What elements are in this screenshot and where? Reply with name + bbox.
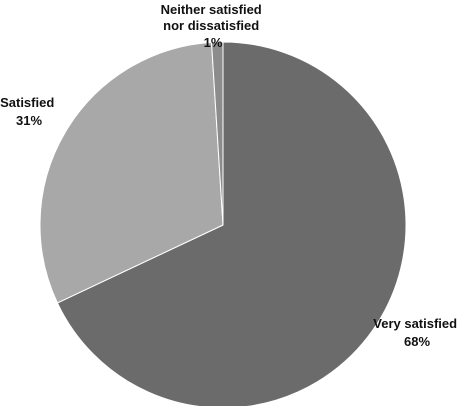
label-neither: Neither satisfied nor dissatisfied 1% xyxy=(161,2,266,50)
pie-slice-satisfied xyxy=(39,41,224,304)
label-neither-line1: Neither satisfied xyxy=(161,2,262,17)
label-neither-line2: nor dissatisfied xyxy=(163,18,259,33)
label-very-satisfied: Very satisfied 68% xyxy=(373,316,460,349)
label-neither-percent: 1% xyxy=(204,35,223,50)
label-very-satisfied-percent: 68% xyxy=(404,334,430,349)
label-satisfied-percent: 31% xyxy=(16,113,42,128)
label-satisfied-name: Satisfied xyxy=(0,95,54,110)
pie-slice-very-satisfied xyxy=(56,41,407,406)
pie-slices xyxy=(39,41,407,406)
pie-slice-neither-satisfied-nor-dissatisfied xyxy=(210,41,224,226)
label-satisfied: Satisfied 31% xyxy=(0,95,58,128)
label-very-satisfied-name: Very satisfied xyxy=(373,316,457,331)
